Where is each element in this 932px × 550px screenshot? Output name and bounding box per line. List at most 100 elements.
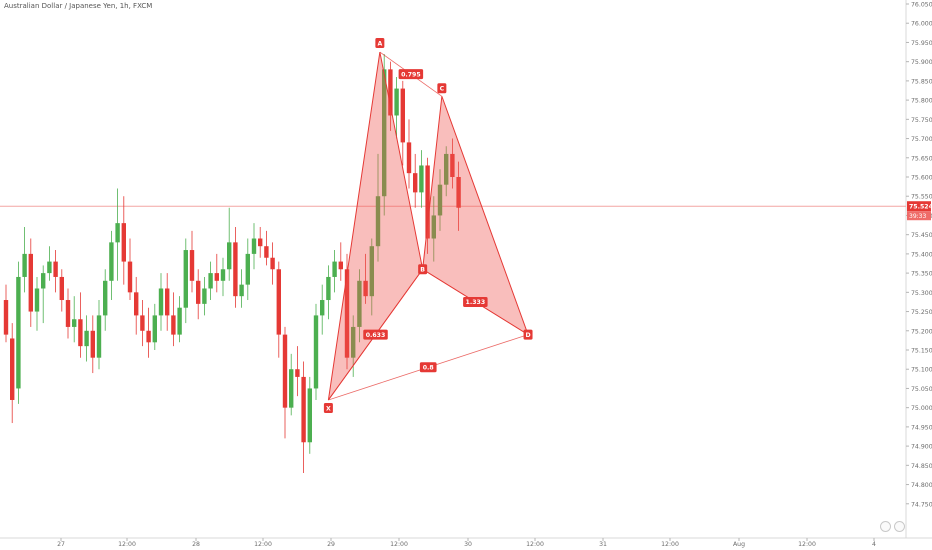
- candle-body: [109, 242, 114, 281]
- price-tick-label: 75.450: [911, 232, 932, 239]
- price-tick-label: 74.850: [911, 463, 932, 470]
- candle: [289, 353, 294, 416]
- candle: [307, 376, 312, 454]
- candle: [425, 157, 430, 254]
- pattern-point-label-text: A: [377, 40, 382, 47]
- candle-body: [189, 250, 195, 281]
- candle-body: [208, 273, 213, 289]
- time-tick-label: 12:00: [661, 541, 679, 548]
- candle-body: [171, 315, 176, 335]
- pattern-point-label-box: [418, 264, 428, 275]
- candle: [28, 238, 33, 327]
- candle: [245, 238, 250, 301]
- pattern-point-label-box: [375, 38, 385, 49]
- pattern-point-label: C: [437, 83, 447, 94]
- candle: [84, 315, 89, 362]
- candle-body: [3, 300, 9, 335]
- candle: [121, 196, 126, 285]
- pattern-point-label: D: [523, 329, 533, 340]
- pattern-point-label: B: [418, 264, 428, 275]
- candle: [431, 196, 436, 262]
- candle: [382, 53, 387, 216]
- candle: [233, 226, 238, 308]
- time-tick-label: 27: [57, 541, 65, 548]
- candle: [406, 119, 412, 189]
- time-tick-label: 12:00: [118, 541, 136, 548]
- pattern-point-label-text: C: [440, 86, 445, 93]
- candle-body: [28, 253, 33, 312]
- candle: [270, 242, 275, 285]
- countdown-box: [907, 211, 931, 221]
- candle-body: [338, 261, 343, 270]
- candle-body: [456, 177, 461, 208]
- candle: [357, 269, 362, 343]
- time-tick-label: 12:00: [254, 541, 272, 548]
- candle-body: [332, 261, 337, 277]
- candle: [165, 273, 170, 331]
- price-tick-label: 75.900: [911, 59, 932, 66]
- candle: [109, 230, 114, 301]
- candle: [208, 261, 213, 301]
- candle-body: [115, 223, 120, 243]
- candle-body: [351, 326, 356, 358]
- candle-body: [425, 165, 430, 239]
- candle: [65, 288, 71, 339]
- candle-body: [96, 315, 102, 358]
- candle-body: [183, 250, 188, 308]
- candle-body: [202, 288, 207, 304]
- price-tick-label: 75.150: [911, 348, 932, 355]
- candle-body: [72, 319, 77, 327]
- candle-body: [22, 253, 27, 277]
- candles: [3, 53, 461, 474]
- candle: [78, 292, 83, 358]
- price-tick-label: 75.750: [911, 117, 932, 124]
- candle: [338, 242, 343, 281]
- time-tick-label: 4: [872, 541, 876, 548]
- candle: [202, 276, 207, 316]
- settings-icon[interactable]: [880, 521, 891, 532]
- candle: [53, 250, 58, 293]
- current-price-box: [907, 201, 931, 212]
- time-axis-labels: 27 12:00 28 12:00 29 12:00 30 12:00 31 12:00 Aug 12…: [57, 538, 876, 548]
- candle: [456, 161, 461, 231]
- log-scale-icon[interactable]: [894, 521, 905, 532]
- chart-settings-icons: [880, 521, 905, 532]
- candle-body: [264, 246, 269, 258]
- candle: [3, 284, 9, 343]
- candle-body: [363, 280, 368, 297]
- time-tick-label: 29: [327, 541, 335, 548]
- pattern-point-label-box: [323, 402, 333, 413]
- candle: [313, 303, 319, 400]
- candle-body: [258, 238, 263, 247]
- pattern-ratio-label-text: 0.633: [366, 332, 386, 339]
- pattern-triangle-xab: [327, 51, 424, 401]
- candle-body: [165, 288, 170, 316]
- candle: [196, 269, 201, 320]
- time-tick-label: 12:00: [526, 541, 544, 548]
- candle-body: [251, 238, 257, 254]
- pattern-ratio-label-text: 0.8: [423, 365, 434, 372]
- candle: [158, 273, 164, 331]
- candle-body: [158, 288, 164, 316]
- candle-body: [90, 330, 95, 358]
- price-tick-label: 74.900: [911, 444, 932, 451]
- pattern-point-label: A: [375, 38, 385, 49]
- pattern-ratio-label-box: [398, 69, 424, 80]
- candle-body: [152, 315, 157, 343]
- price-tick-label: 75.950: [911, 40, 932, 47]
- candle-body: [146, 330, 151, 343]
- pattern-ratio-label: 0.795: [398, 69, 424, 80]
- candle: [444, 146, 449, 197]
- price-tick-label: 76.050: [911, 2, 932, 9]
- candle: [152, 303, 157, 350]
- price-tick-label: 75.850: [911, 78, 932, 85]
- price-tick-label: 75.300: [911, 290, 932, 297]
- current-price-text: 75.524: [909, 204, 932, 211]
- candle: [239, 269, 244, 308]
- candle: [177, 296, 182, 343]
- candle-body: [375, 196, 381, 247]
- candle-body: [400, 88, 405, 143]
- candle: [189, 230, 195, 293]
- candle-body: [245, 253, 250, 285]
